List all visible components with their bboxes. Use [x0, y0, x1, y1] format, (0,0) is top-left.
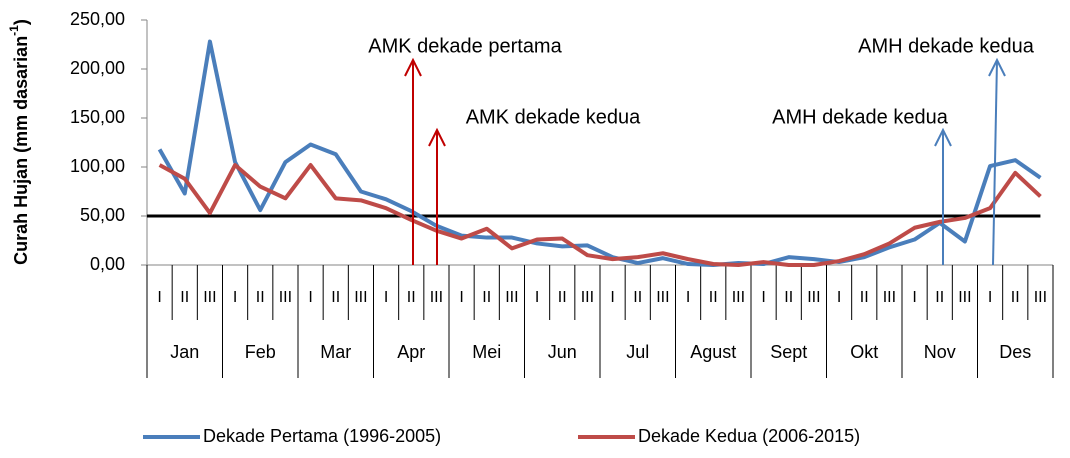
- y-tick-label: 50,00: [80, 205, 125, 225]
- arrow: [988, 57, 1006, 266]
- x-tick-label: I: [610, 289, 614, 306]
- y-label-text: Curah Hujan (mm dasarian: [11, 36, 31, 265]
- x-tick-label: III: [958, 289, 971, 306]
- x-tick-label: I: [837, 289, 841, 306]
- annotation: AMH dekade kedua: [858, 35, 1035, 57]
- x-tick-label: II: [1011, 289, 1020, 306]
- x-tick-label: II: [633, 289, 642, 306]
- y-label-sup: -1: [7, 25, 21, 36]
- month-label: Mar: [320, 342, 351, 362]
- month-label: Jul: [626, 342, 649, 362]
- x-tick-label: III: [505, 289, 518, 306]
- annotation: AMK dekade pertama: [368, 35, 562, 57]
- x-tick-label: II: [709, 289, 718, 306]
- y-tick-label: 100,00: [70, 156, 125, 176]
- month-label: Okt: [850, 342, 878, 362]
- month-label: Agust: [690, 342, 736, 362]
- arrow: [934, 127, 952, 265]
- y-axis-label: Curah Hujan (mm dasarian-1): [7, 19, 31, 265]
- x-tick-label: II: [482, 289, 491, 306]
- month-label: Mei: [472, 342, 501, 362]
- x-tick-label: I: [459, 289, 463, 306]
- month-label: Des: [999, 342, 1031, 362]
- x-tick-label: I: [535, 289, 539, 306]
- arrow: [428, 127, 446, 265]
- x-tick-label: III: [732, 289, 745, 306]
- y-tick-label: 150,00: [70, 107, 125, 127]
- x-tick-label: II: [407, 289, 416, 306]
- arrow: [404, 57, 422, 265]
- annotation-arrows: [404, 57, 1006, 266]
- x-tick-label: I: [988, 289, 992, 306]
- month-label: Jun: [548, 342, 577, 362]
- y-tick-label: 0,00: [90, 254, 125, 274]
- x-tick-label: I: [912, 289, 916, 306]
- y-tick-label: 200,00: [70, 58, 125, 78]
- x-tick-label: III: [656, 289, 669, 306]
- x-tick-label: II: [935, 289, 944, 306]
- x-tick-label: III: [279, 289, 292, 306]
- legend-label: Dekade Kedua (2006-2015): [638, 426, 860, 446]
- legend-label: Dekade Pertama (1996-2005): [203, 426, 441, 446]
- x-tick-label: I: [157, 289, 161, 306]
- x-tick-label: II: [180, 289, 189, 306]
- x-tick-label: II: [256, 289, 265, 306]
- month-label: Feb: [245, 342, 276, 362]
- x-tick-label: II: [860, 289, 869, 306]
- x-tick-label: III: [807, 289, 820, 306]
- x-tick-label: III: [430, 289, 443, 306]
- series-line: [157, 39, 1042, 267]
- x-tick-label: II: [331, 289, 340, 306]
- month-label: Nov: [924, 342, 956, 362]
- x-tick-label: III: [203, 289, 216, 306]
- x-tick-label: III: [354, 289, 367, 306]
- x-tick-label: III: [1034, 289, 1047, 306]
- x-tick-label: III: [883, 289, 896, 306]
- x-tick-label: II: [784, 289, 793, 306]
- month-label: Apr: [397, 342, 425, 362]
- x-tick-label: III: [581, 289, 594, 306]
- series-line: [158, 163, 1042, 267]
- x-tick-label: I: [233, 289, 237, 306]
- x-tick-label: I: [686, 289, 690, 306]
- x-tick-label: I: [384, 289, 388, 306]
- annotation: AMH dekade kedua: [772, 106, 949, 128]
- x-tick-label: II: [558, 289, 567, 306]
- annotation: AMK dekade kedua: [466, 106, 641, 128]
- y-tick-label: 250,00: [70, 9, 125, 29]
- month-label: Sept: [770, 342, 807, 362]
- month-label: Jan: [170, 342, 199, 362]
- x-tick-label: I: [308, 289, 312, 306]
- y-label-end: ): [11, 19, 31, 25]
- x-tick-label: I: [761, 289, 765, 306]
